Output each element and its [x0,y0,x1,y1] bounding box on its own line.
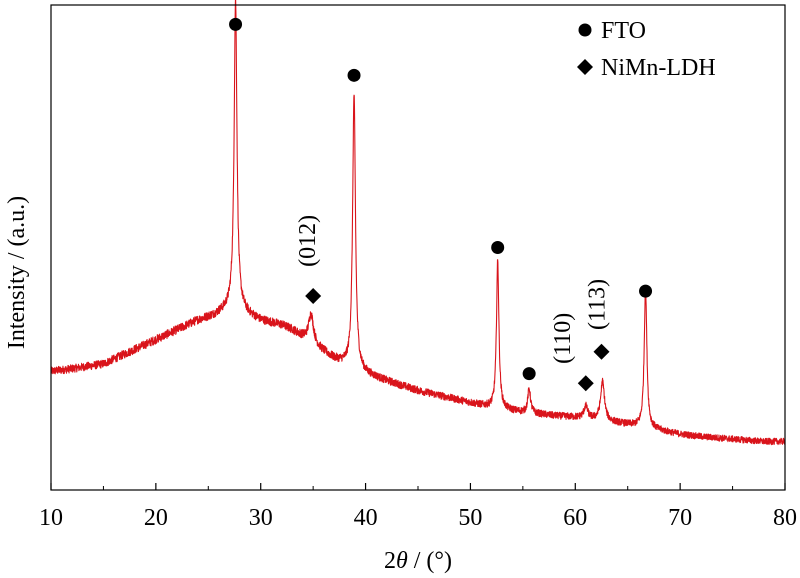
legend-marker-fto [578,23,592,37]
x-axis-label-theta: θ [396,548,408,574]
x-tick-label: 50 [458,505,482,531]
y-axis-label: Intensity / (a.u.) [4,196,30,349]
legend-label-nimn-ldh: NiMn-LDH [601,55,716,81]
x-axis-ticks: 10 20 30 40 50 60 70 80 [39,483,797,531]
x-axis-label-prefix: 2 [384,548,396,574]
x-tick-label: 60 [563,505,587,531]
fto-peak-marker [639,284,653,298]
legend-label-fto: FTO [601,18,646,44]
x-tick-label: 80 [773,505,797,531]
x-axis-label: 2θ / (°) [384,548,452,574]
x-tick-label: 70 [668,505,692,531]
fto-peak-marker [522,367,536,381]
ldh-peak-marker [577,375,594,392]
peak-markers [229,17,653,392]
legend-marker-nimn-ldh [577,59,593,75]
x-tick-label: 20 [144,505,168,531]
ldh-peak-marker [305,288,322,304]
annotations: (012) (110) (113) [295,215,610,364]
legend: FTO NiMn-LDH [577,18,716,81]
fto-peak-marker [491,241,505,254]
xrd-trace [50,0,786,446]
fto-peak-marker [229,17,243,31]
x-axis-label-suffix: / (°) [408,548,452,574]
hkl-annotation: (113) [585,279,611,330]
x-tick-label: 40 [354,505,378,531]
x-tick-label: 10 [39,505,63,531]
fto-peak-marker [347,68,361,82]
plot-layer [50,0,786,446]
hkl-annotation: (110) [550,313,576,364]
x-tick-label: 30 [249,505,273,531]
ldh-peak-marker [593,343,610,360]
hkl-annotation: (012) [295,215,321,267]
